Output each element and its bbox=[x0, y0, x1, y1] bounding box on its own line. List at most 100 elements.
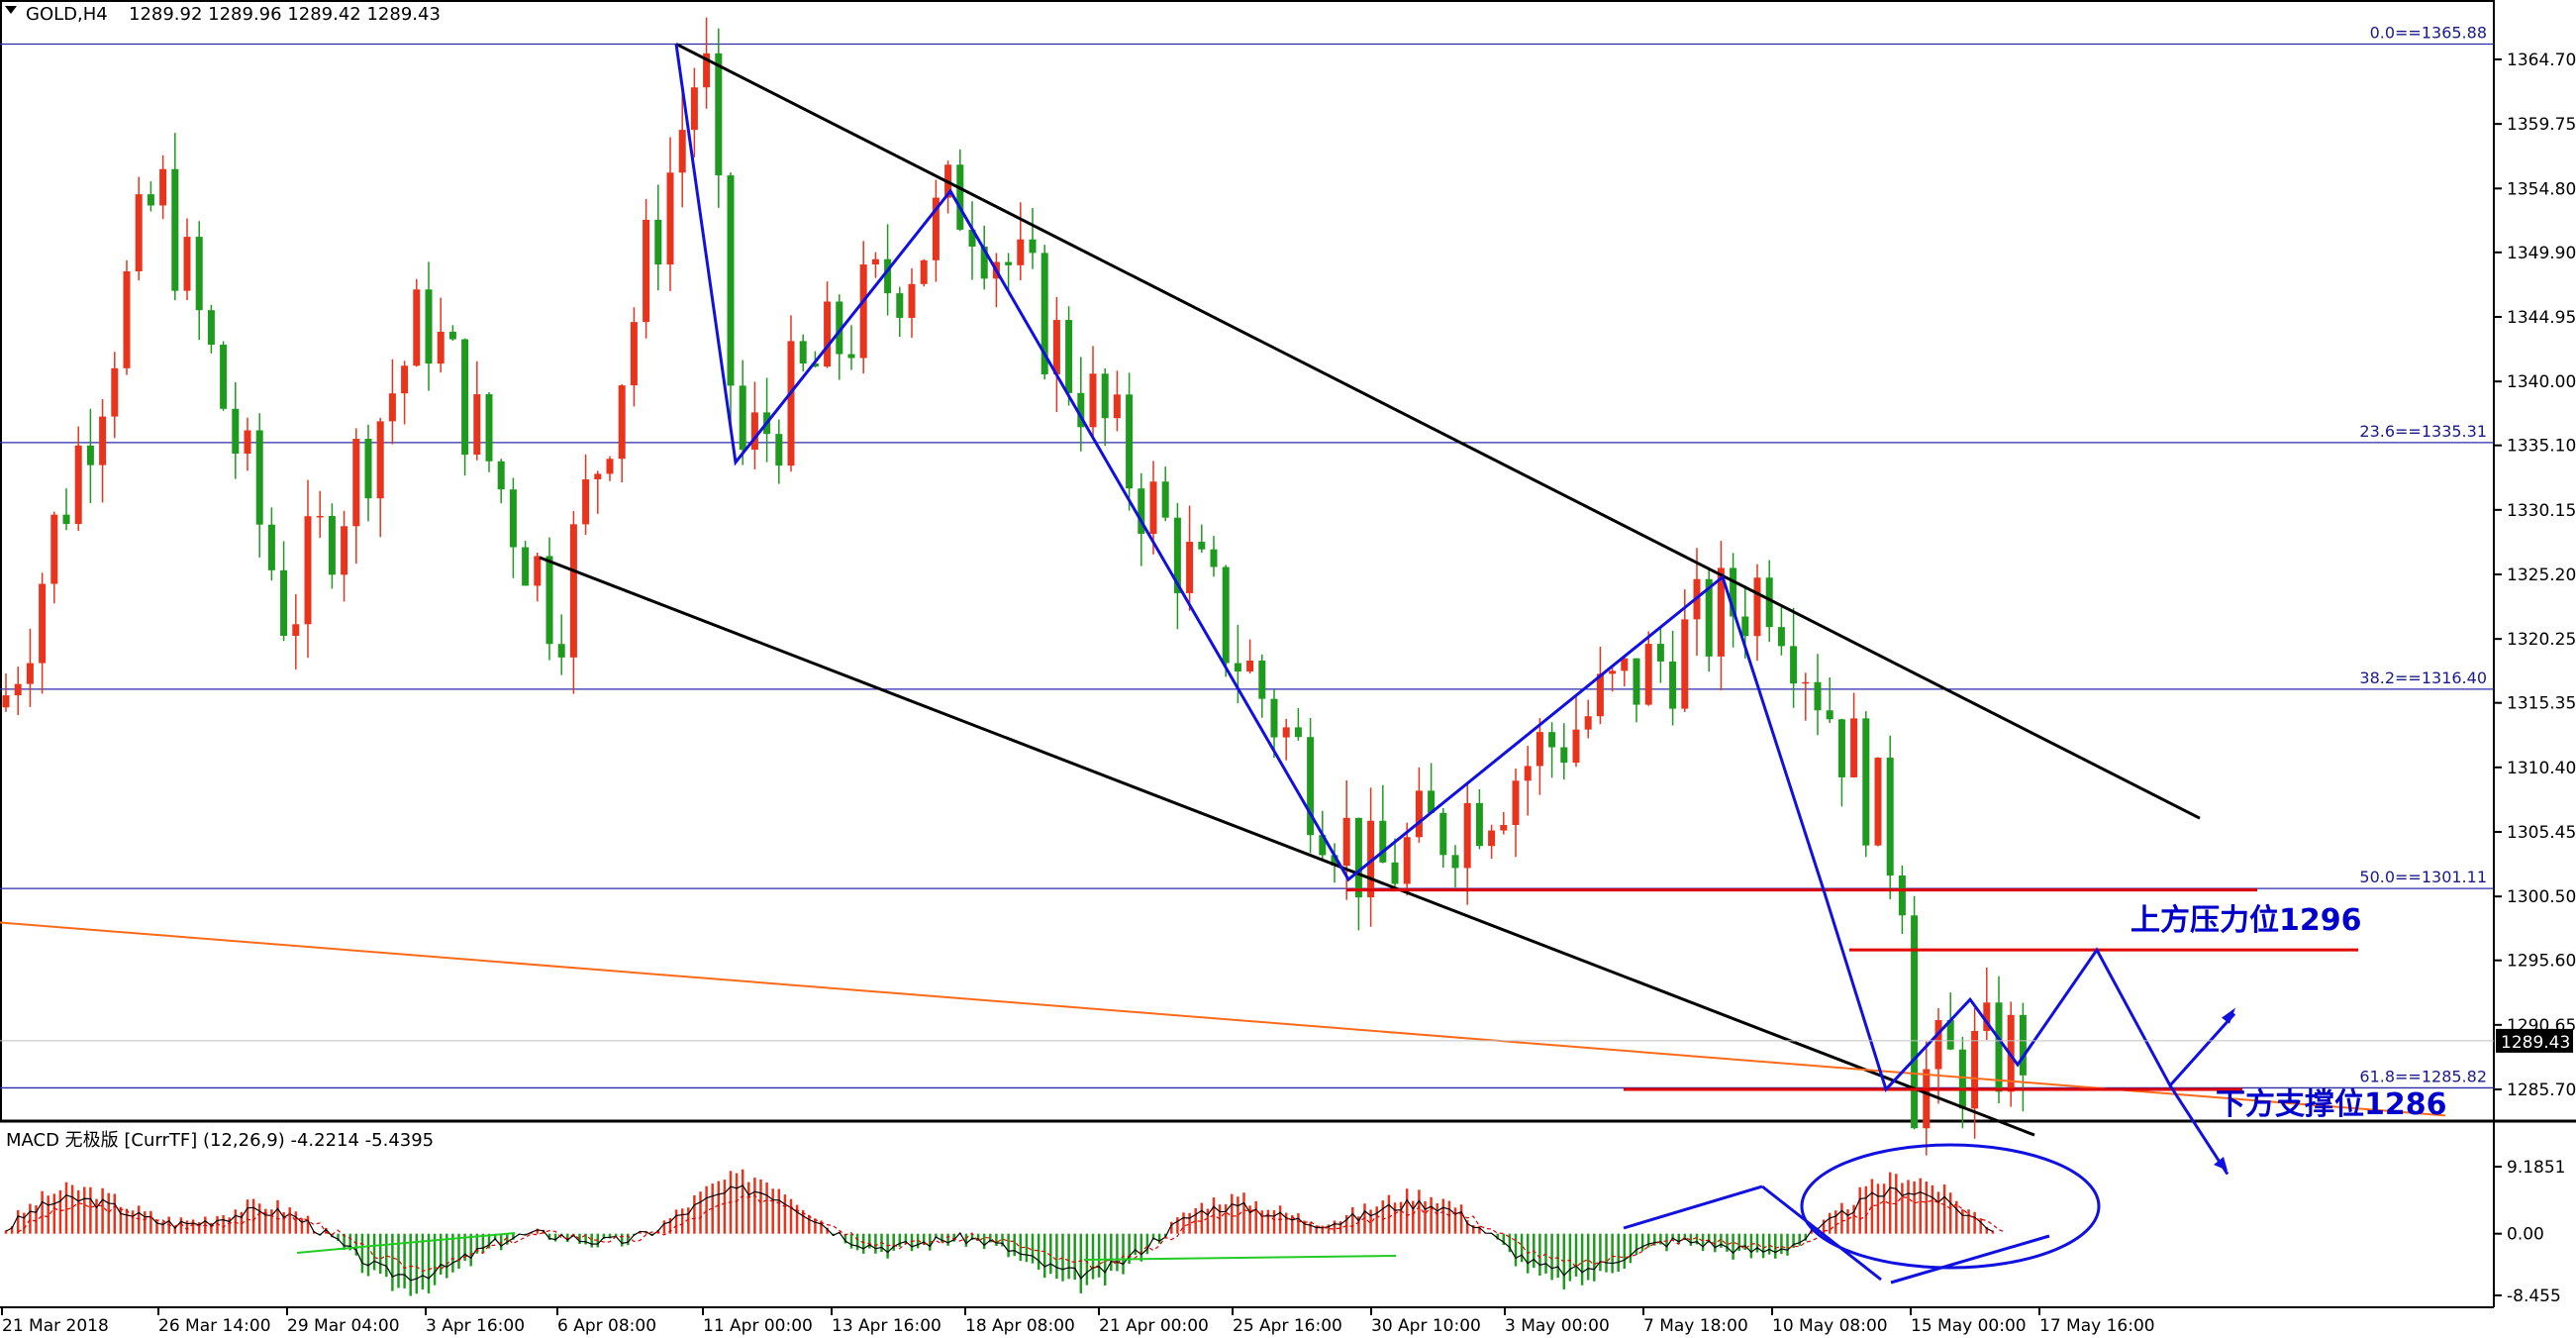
candle-body bbox=[2, 695, 10, 708]
candle-body bbox=[183, 237, 191, 291]
candle-body bbox=[1210, 549, 1218, 567]
candle-body bbox=[522, 547, 530, 586]
price-tick-label: 1359.75 bbox=[2507, 115, 2576, 135]
price-tick-label: 1325.20 bbox=[2507, 566, 2576, 585]
candle-body bbox=[836, 301, 843, 355]
candle-body bbox=[1814, 681, 1822, 711]
price-tick-label: 1364.70 bbox=[2507, 51, 2576, 70]
fib-levels: 0.0==1365.88 23.6==1335.31 38.2==1316.40 50… bbox=[0, 23, 2494, 1089]
candle-body bbox=[207, 310, 215, 346]
candle-body bbox=[485, 394, 493, 462]
macd-green-line-1 bbox=[296, 1232, 516, 1254]
macd-panel: 9.1851 0.00 -8.455 bbox=[4, 1143, 2565, 1306]
candle-body bbox=[2019, 1014, 2027, 1076]
header-symbol: GOLD,H4 bbox=[26, 4, 108, 25]
candle-body bbox=[1898, 875, 1906, 916]
candle-body bbox=[956, 164, 964, 230]
time-tick-label: 26 Mar 14:00 bbox=[158, 1316, 271, 1336]
candle-body bbox=[255, 430, 263, 525]
time-tick-label: 6 Apr 08:00 bbox=[557, 1316, 656, 1336]
candle-body bbox=[1391, 862, 1399, 884]
time-tick-label: 21 Mar 2018 bbox=[2, 1316, 109, 1336]
candle-body bbox=[1439, 812, 1447, 856]
candle-body bbox=[1149, 481, 1157, 534]
macd-signal-line bbox=[17, 1194, 2006, 1273]
price-tick-label: 1349.90 bbox=[2507, 244, 2576, 263]
candle-body bbox=[1621, 658, 1629, 671]
candle-body bbox=[1258, 661, 1266, 699]
candle-body bbox=[643, 219, 650, 323]
candle-body bbox=[1777, 627, 1785, 647]
time-tick-label: 17 May 16:00 bbox=[2039, 1316, 2155, 1336]
macd-divergence-line-2 bbox=[1761, 1184, 1882, 1282]
candle-body bbox=[135, 194, 143, 271]
candle-body bbox=[1656, 644, 1664, 662]
candle-body bbox=[582, 479, 590, 525]
candle-body bbox=[159, 168, 167, 206]
macd-line bbox=[5, 1184, 1994, 1282]
candle-body bbox=[1403, 837, 1411, 884]
macd-green-line-2 bbox=[1083, 1255, 1397, 1261]
candle-body bbox=[859, 264, 867, 359]
candle-body bbox=[884, 258, 892, 294]
candle-body bbox=[1644, 644, 1652, 705]
candle-body bbox=[1488, 830, 1496, 847]
macd-tick-label: 0.00 bbox=[2507, 1225, 2544, 1245]
time-tick-label: 13 Apr 16:00 bbox=[832, 1316, 941, 1336]
candle-body bbox=[244, 430, 251, 455]
candle-body bbox=[292, 624, 300, 636]
time-tick-label: 3 Apr 16:00 bbox=[426, 1316, 525, 1336]
candle-body bbox=[1198, 542, 1206, 550]
fib-label: 61.8==1285.82 bbox=[2359, 1067, 2487, 1085]
candle-body bbox=[50, 514, 58, 584]
price-tick-label: 1285.70 bbox=[2507, 1081, 2576, 1100]
candle-body bbox=[376, 421, 384, 499]
time-tick-label: 11 Apr 00:00 bbox=[703, 1316, 813, 1336]
candle-body bbox=[654, 219, 662, 265]
price-tick-label: 1320.25 bbox=[2507, 630, 2576, 650]
candle-body bbox=[1307, 737, 1315, 836]
candle-body bbox=[425, 289, 433, 364]
drawings bbox=[0, 43, 2446, 1176]
candle-body bbox=[1765, 577, 1773, 628]
time-tick-label: 29 Mar 04:00 bbox=[287, 1316, 400, 1336]
header-arrow-icon[interactable] bbox=[5, 6, 17, 14]
candle-body bbox=[220, 345, 228, 409]
forecast-up-arrow-icon bbox=[2222, 1007, 2235, 1024]
candle-body bbox=[364, 439, 372, 499]
price-tick-label: 1335.10 bbox=[2507, 437, 2576, 457]
candle-body bbox=[1005, 261, 1013, 265]
price-tick-label: 1330.15 bbox=[2507, 501, 2576, 521]
candle-body bbox=[750, 412, 758, 451]
candle-body bbox=[1536, 732, 1543, 767]
resistance-label: 上方压力位1296 bbox=[2130, 903, 2362, 938]
candle-body bbox=[618, 385, 626, 460]
candle-body bbox=[1730, 567, 1737, 617]
candle-body bbox=[847, 354, 855, 359]
candle-body bbox=[1790, 646, 1798, 684]
fib-label: 50.0==1301.11 bbox=[2359, 868, 2487, 886]
candle-body bbox=[715, 52, 723, 176]
candle-body bbox=[871, 258, 879, 265]
time-tick-label: 18 Apr 08:00 bbox=[965, 1316, 1075, 1336]
time-tick-label: 3 May 00:00 bbox=[1505, 1316, 1610, 1336]
candle-body bbox=[14, 683, 22, 696]
candle-body bbox=[123, 270, 131, 368]
candle-body bbox=[497, 461, 505, 490]
candle-body bbox=[594, 473, 602, 480]
upper-channel-line bbox=[675, 43, 2201, 820]
header-ohlc: 1289.92 1289.96 1289.42 1289.43 bbox=[129, 4, 441, 25]
candle-body bbox=[545, 556, 553, 645]
candle-body bbox=[1342, 817, 1350, 867]
candle-body bbox=[1138, 488, 1145, 534]
candle-body bbox=[1077, 392, 1085, 428]
candle-body bbox=[39, 583, 47, 664]
long-term-trend-line bbox=[0, 921, 2446, 1117]
candle-body bbox=[509, 489, 517, 548]
candle-body bbox=[99, 416, 107, 465]
time-tick-label: 15 May 00:00 bbox=[1911, 1316, 2027, 1336]
candle-body bbox=[1512, 780, 1520, 826]
candle-body bbox=[304, 516, 312, 625]
candle-body bbox=[1572, 729, 1580, 764]
